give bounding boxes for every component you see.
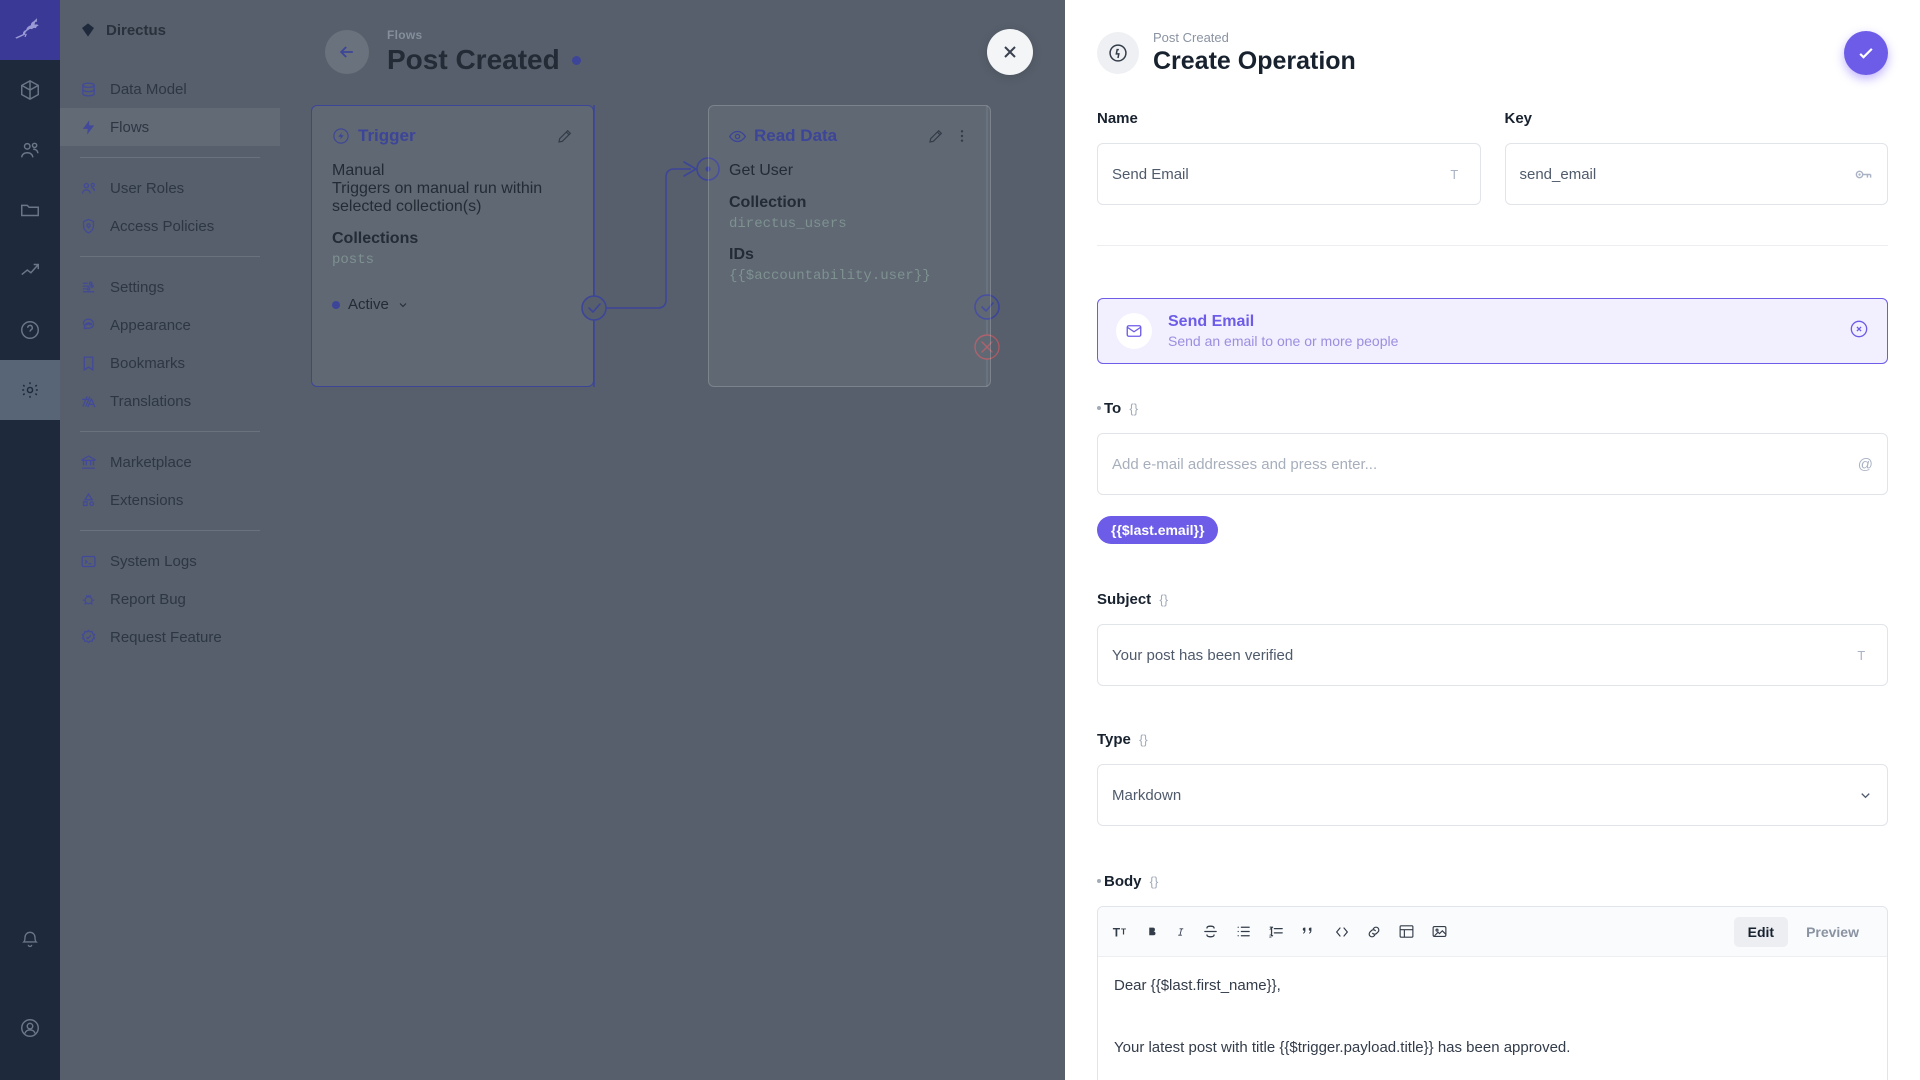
svg-text:1: 1: [1269, 925, 1272, 930]
svg-text:T: T: [1857, 647, 1865, 662]
svg-text:2: 2: [1269, 934, 1272, 939]
svg-text:T: T: [1450, 166, 1458, 181]
svg-text:T: T: [1121, 927, 1126, 936]
svg-text:T: T: [1113, 925, 1121, 939]
